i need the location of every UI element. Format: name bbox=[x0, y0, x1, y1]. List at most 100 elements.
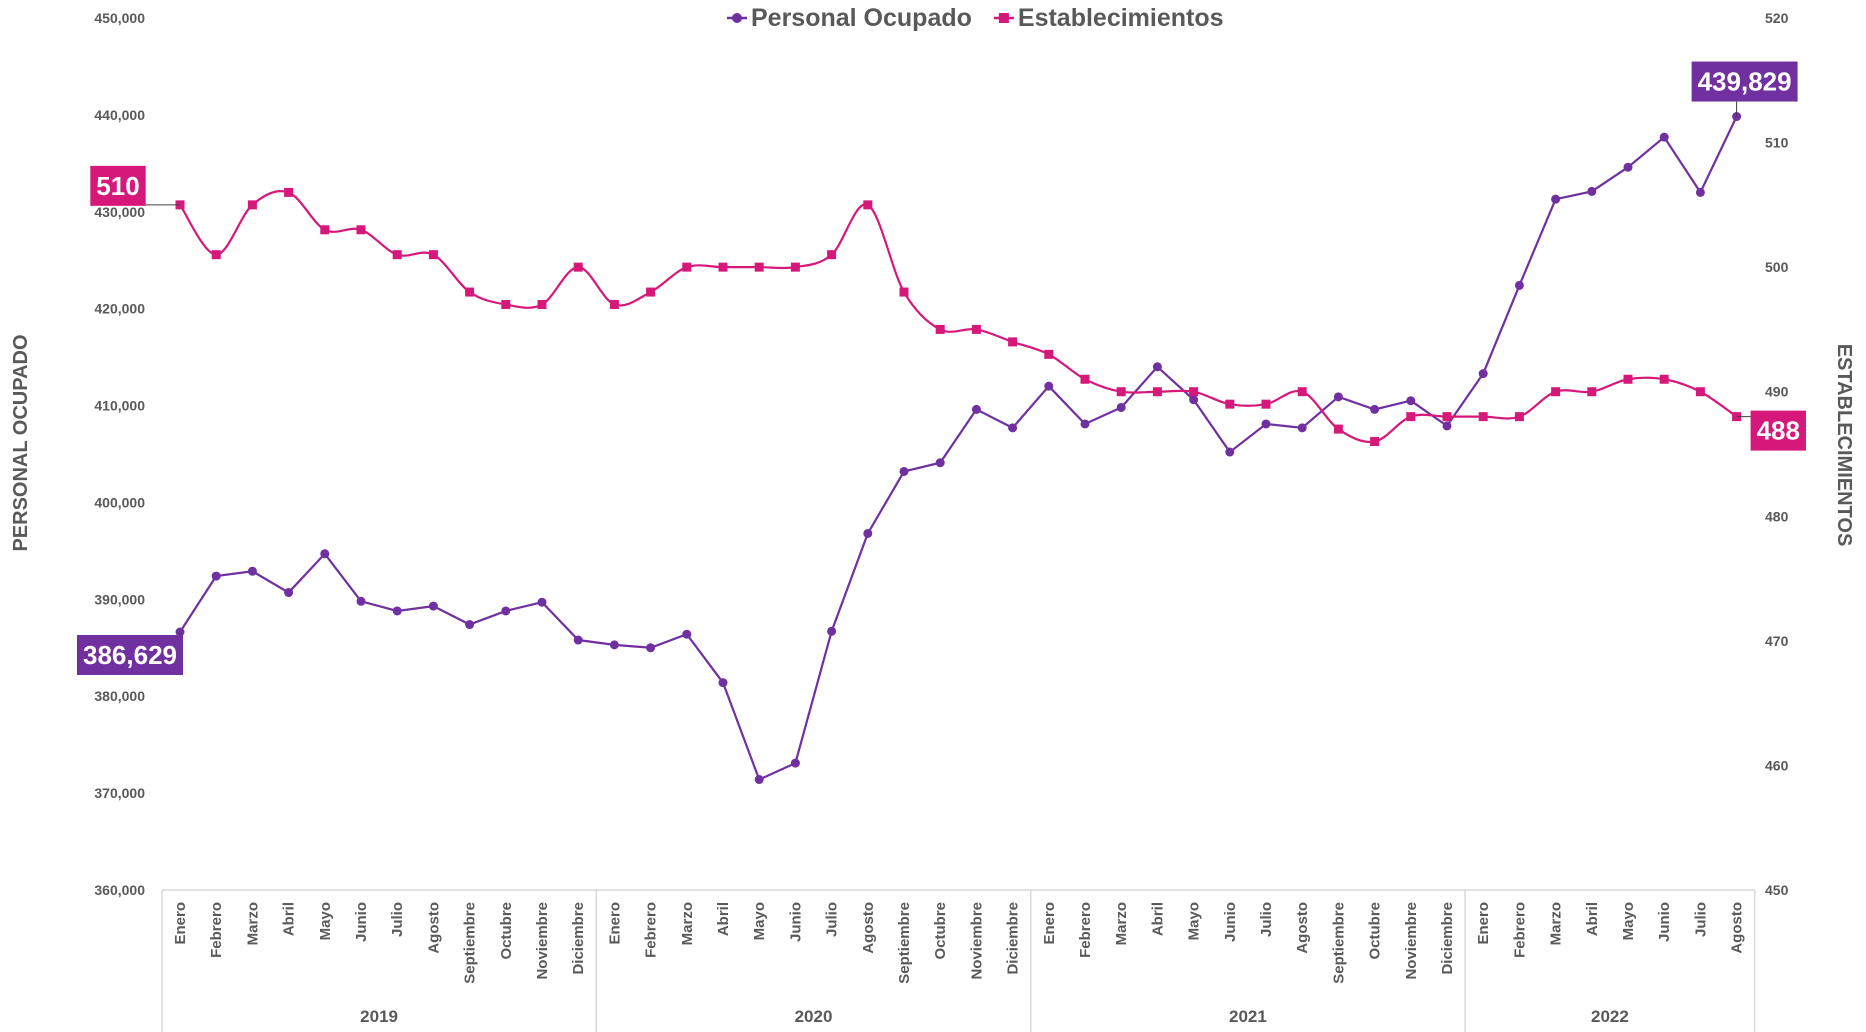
data-point-personal-ocupado bbox=[1116, 402, 1126, 412]
data-point-establecimientos bbox=[1333, 424, 1343, 434]
data-point-personal-ocupado bbox=[1551, 194, 1561, 204]
data-point-establecimientos bbox=[1261, 399, 1271, 409]
year-label: 2022 bbox=[1591, 1007, 1629, 1026]
month-label: Noviembre bbox=[968, 902, 985, 980]
data-point-personal-ocupado bbox=[284, 588, 294, 598]
month-label: Junio bbox=[1222, 902, 1239, 942]
data-point-personal-ocupado bbox=[465, 620, 475, 630]
data-point-establecimientos bbox=[1695, 387, 1705, 397]
data-point-personal-ocupado bbox=[320, 549, 330, 559]
callout-box bbox=[90, 165, 146, 206]
data-point-establecimientos bbox=[1587, 387, 1597, 397]
data-point-establecimientos bbox=[718, 262, 728, 272]
month-label: Enero bbox=[172, 902, 189, 945]
left-y-axis: 360,000 370,000 380,000 390,000 400,000 410,0… bbox=[94, 10, 145, 898]
month-label: Marzo bbox=[679, 902, 696, 945]
year-label: 2021 bbox=[1229, 1007, 1267, 1026]
left-tick-label: 370,000 bbox=[94, 785, 145, 801]
callout: 439,829 bbox=[1691, 61, 1798, 102]
right-tick-label: 500 bbox=[1765, 259, 1789, 275]
data-point-establecimientos bbox=[392, 250, 402, 260]
data-point-establecimientos bbox=[501, 300, 511, 310]
data-point-personal-ocupado bbox=[392, 606, 402, 616]
data-point-personal-ocupado bbox=[1406, 396, 1416, 406]
month-label: Marzo bbox=[244, 902, 261, 945]
callout: 386,629 bbox=[77, 634, 183, 675]
data-point-personal-ocupado bbox=[935, 458, 945, 468]
right-y-axis: 450 460 470 480 490 500 510 520 bbox=[1765, 10, 1789, 898]
left-tick-label: 400,000 bbox=[94, 494, 145, 510]
data-point-establecimientos bbox=[971, 324, 981, 334]
data-point-establecimientos bbox=[935, 324, 945, 334]
month-label: Julio bbox=[1258, 902, 1275, 937]
callout: 488 bbox=[1750, 410, 1806, 451]
data-point-establecimientos bbox=[899, 287, 909, 297]
x-axis: Enero Febrero Marzo Abril Mayo Junio Julio Agos… bbox=[161, 889, 1756, 1032]
data-point-establecimientos bbox=[284, 187, 294, 197]
left-tick-label: 440,000 bbox=[94, 107, 145, 123]
month-label: Agosto bbox=[1294, 902, 1311, 954]
month-label: Junio bbox=[787, 902, 804, 942]
month-label: Enero bbox=[1041, 902, 1058, 945]
month-label: Julio bbox=[389, 902, 406, 937]
month-label: Mayo bbox=[751, 902, 768, 940]
right-tick-label: 510 bbox=[1765, 135, 1789, 151]
data-point-establecimientos bbox=[827, 250, 837, 260]
data-point-personal-ocupado bbox=[1370, 404, 1380, 414]
month-label: Julio bbox=[1692, 902, 1709, 937]
data-point-establecimientos bbox=[428, 250, 438, 260]
data-point-establecimientos bbox=[1225, 399, 1235, 409]
callout-box bbox=[1750, 410, 1806, 451]
month-label: Octubre bbox=[932, 902, 949, 960]
month-label: Marzo bbox=[1113, 902, 1130, 945]
data-point-personal-ocupado bbox=[1008, 423, 1018, 433]
data-point-establecimientos bbox=[1116, 387, 1126, 397]
data-point-personal-ocupado bbox=[609, 640, 619, 650]
data-point-establecimientos bbox=[320, 225, 330, 235]
data-point-establecimientos bbox=[211, 250, 221, 260]
legend: Personal Ocupado Establecimientos bbox=[727, 4, 1224, 32]
month-label: Noviembre bbox=[1403, 902, 1420, 980]
legend-label-establecimientos: Establecimientos bbox=[1018, 4, 1224, 32]
data-point-establecimientos bbox=[790, 262, 800, 272]
data-point-personal-ocupado bbox=[646, 643, 656, 653]
data-point-personal-ocupado bbox=[1333, 392, 1343, 402]
data-point-personal-ocupado bbox=[247, 566, 257, 576]
data-point-establecimientos bbox=[1514, 412, 1524, 422]
data-point-personal-ocupado bbox=[682, 629, 692, 639]
callout-label: 386,629 bbox=[83, 640, 177, 670]
month-label: Diciembre bbox=[1439, 902, 1456, 975]
legend-label-personal-ocupado: Personal Ocupado bbox=[751, 4, 972, 32]
data-point-establecimientos bbox=[1406, 412, 1416, 422]
left-tick-label: 420,000 bbox=[94, 301, 145, 317]
callout-label: 488 bbox=[1757, 416, 1800, 446]
left-tick-label: 430,000 bbox=[94, 204, 145, 220]
data-point-establecimientos bbox=[863, 200, 873, 210]
month-label: Abril bbox=[281, 902, 298, 936]
callout-label: 510 bbox=[96, 171, 139, 201]
right-axis-title: ESTABLECIMIENTOS bbox=[1833, 344, 1855, 547]
data-point-establecimientos bbox=[537, 300, 547, 310]
annotation-layer: 386,629 439,829 510 488 bbox=[77, 61, 1806, 675]
month-label: Enero bbox=[606, 902, 623, 945]
right-tick-label: 480 bbox=[1765, 508, 1789, 524]
month-label: Septiembre bbox=[1330, 902, 1347, 984]
month-label: Agosto bbox=[860, 902, 877, 954]
data-point-establecimientos bbox=[1478, 412, 1488, 422]
data-point-personal-ocupado bbox=[899, 466, 909, 476]
month-label: Mayo bbox=[1620, 902, 1637, 940]
month-label: Diciembre bbox=[1005, 902, 1022, 975]
data-point-personal-ocupado bbox=[790, 758, 800, 768]
data-point-personal-ocupado bbox=[827, 626, 837, 636]
month-label: Junio bbox=[353, 902, 370, 942]
month-label: Febrero bbox=[1511, 902, 1528, 958]
month-label: Septiembre bbox=[896, 902, 913, 984]
data-point-personal-ocupado bbox=[1514, 280, 1524, 290]
data-point-establecimientos bbox=[1152, 387, 1162, 397]
month-label: Noviembre bbox=[534, 902, 551, 980]
data-point-personal-ocupado bbox=[1152, 362, 1162, 372]
callout: 510 bbox=[90, 165, 146, 206]
data-point-establecimientos bbox=[682, 262, 692, 272]
data-point-establecimientos bbox=[1080, 374, 1090, 384]
right-tick-label: 450 bbox=[1765, 882, 1789, 898]
